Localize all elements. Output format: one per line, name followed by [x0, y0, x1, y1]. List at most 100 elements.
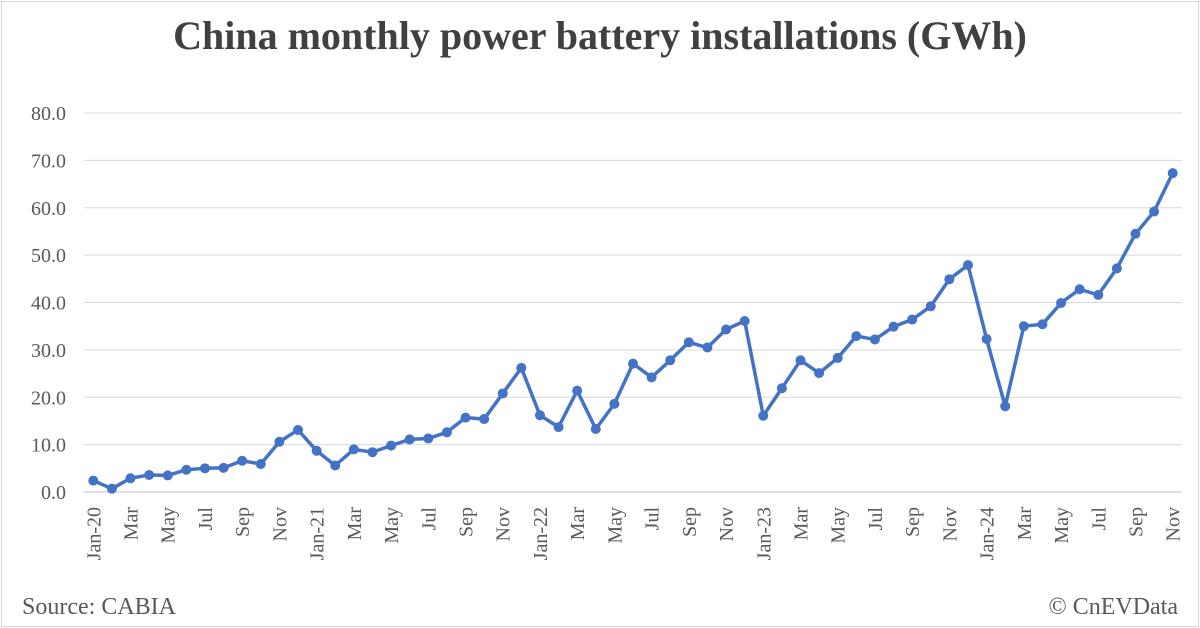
y-tick-label: 80.0 — [31, 103, 66, 125]
y-tick-label: 20.0 — [31, 387, 66, 409]
data-point — [1149, 206, 1160, 217]
x-axis-ticks: Jan-20 Mar May Jul Sep Nov Jan-21 Mar May Jul Sep N… — [83, 507, 1184, 561]
series — [88, 168, 1178, 494]
x-tick-label: Jul — [195, 507, 217, 531]
x-tick-label: May — [828, 507, 850, 544]
series-line — [91, 171, 1175, 491]
data-point — [925, 301, 936, 312]
data-point — [1000, 401, 1011, 412]
x-tick-label: Nov — [716, 507, 738, 541]
data-point — [962, 260, 973, 271]
x-tick-label: May — [1051, 507, 1073, 544]
data-point — [1037, 319, 1048, 330]
data-point — [1074, 284, 1085, 295]
x-tick-label: Jul — [1088, 507, 1110, 531]
data-point — [572, 385, 583, 396]
data-point — [534, 410, 545, 421]
data-point — [237, 455, 248, 466]
data-point — [516, 362, 527, 373]
x-tick-label: Sep — [232, 507, 254, 537]
data-point — [944, 274, 955, 285]
data-point — [646, 372, 657, 383]
data-point — [330, 460, 341, 471]
source-note: Source: CABIA — [22, 594, 176, 620]
data-point — [758, 410, 769, 421]
data-point — [1056, 297, 1067, 308]
data-point — [739, 315, 750, 326]
x-tick-label: Jul — [865, 507, 887, 531]
x-tick-label: Jan-22 — [530, 507, 552, 560]
data-point — [144, 469, 155, 480]
x-tick-label: Mar — [790, 507, 812, 541]
data-point — [869, 334, 880, 345]
data-point — [981, 333, 992, 344]
x-tick-label: Jan-24 — [977, 507, 999, 560]
x-tick-label: Jan-20 — [83, 507, 105, 560]
data-point — [293, 424, 304, 435]
x-tick-label: Nov — [493, 507, 515, 541]
x-tick-label: Sep — [902, 507, 924, 537]
data-point — [907, 314, 918, 325]
x-tick-label: Jul — [418, 507, 440, 531]
y-tick-label: 30.0 — [31, 340, 66, 362]
data-point — [386, 440, 397, 451]
data-point — [404, 434, 415, 445]
x-tick-label: Sep — [679, 507, 701, 537]
data-point — [665, 355, 676, 366]
data-point — [479, 414, 490, 425]
data-point — [367, 447, 378, 458]
x-tick-label: Nov — [269, 507, 291, 541]
copyright-credit: © CnEVData — [1048, 594, 1178, 620]
data-point — [628, 358, 638, 369]
data-point — [162, 470, 173, 481]
data-point — [721, 324, 732, 335]
x-tick-label: Sep — [1125, 507, 1147, 537]
data-point — [1111, 263, 1122, 274]
x-tick-label: Mar — [344, 507, 366, 541]
gridlines — [84, 112, 1182, 493]
data-point — [832, 352, 843, 363]
data-point — [851, 331, 862, 342]
data-point — [460, 412, 471, 423]
data-point — [274, 436, 285, 447]
data-point — [441, 427, 452, 438]
x-tick-label: Sep — [456, 507, 478, 537]
data-point — [683, 337, 694, 348]
data-point — [106, 483, 117, 494]
data-point — [199, 463, 210, 474]
data-point — [1018, 321, 1029, 332]
y-tick-label: 60.0 — [31, 198, 66, 220]
data-point — [1130, 228, 1141, 239]
data-point — [423, 433, 434, 444]
x-tick-label: May — [381, 507, 403, 544]
data-point — [88, 475, 99, 486]
data-point — [609, 398, 620, 409]
x-tick-label: May — [158, 507, 180, 544]
data-point — [218, 462, 229, 473]
x-tick-label: Nov — [939, 507, 961, 541]
x-tick-label: Jul — [642, 507, 664, 531]
chart-title: China monthly power battery installation… — [173, 13, 1027, 58]
y-tick-label: 10.0 — [31, 435, 66, 457]
x-tick-label: Mar — [1014, 507, 1036, 541]
data-point — [311, 445, 322, 456]
x-tick-label: May — [604, 507, 626, 544]
data-point — [348, 444, 359, 455]
y-tick-label: 40.0 — [31, 293, 66, 315]
data-point — [888, 321, 899, 332]
x-tick-label: Nov — [1163, 507, 1185, 541]
data-point — [1167, 168, 1178, 179]
x-tick-label: Mar — [567, 507, 589, 541]
data-point — [181, 464, 192, 475]
data-point — [497, 388, 508, 399]
y-axis-ticks: 0.0 10.0 20.0 30.0 40.0 50.0 60.0 70.0 80.0 — [31, 103, 66, 504]
data-point — [590, 423, 601, 434]
data-point — [776, 383, 787, 394]
x-tick-label: Jan-23 — [753, 507, 775, 560]
x-tick-label: Mar — [121, 507, 143, 541]
data-point — [1093, 289, 1104, 300]
x-tick-label: Jan-21 — [307, 507, 329, 560]
y-tick-label: 0.0 — [41, 482, 66, 504]
